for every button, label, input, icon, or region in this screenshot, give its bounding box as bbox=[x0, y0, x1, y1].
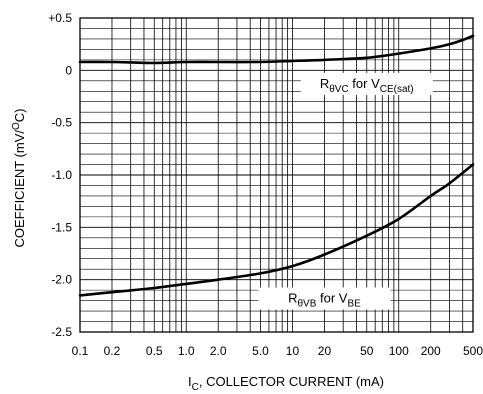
y-tick-label: -2.5 bbox=[51, 325, 72, 339]
series-label-bg bbox=[300, 72, 433, 95]
x-tick-label: 10 bbox=[286, 344, 300, 358]
y-axis-label: COEFFICIENT (mV/OC) bbox=[11, 109, 27, 248]
x-tick-labels: 0.1 0.2 0.5 1.0 2.0 5.0 10 20 50 100 200 500 bbox=[72, 344, 483, 358]
x-tick-label: 5.0 bbox=[252, 344, 269, 358]
plot-frame bbox=[79, 17, 474, 333]
series-line-1 bbox=[78, 34, 475, 65]
y-tick-label: -0.5 bbox=[51, 116, 72, 130]
series-labels: RθVC for VCE(sat) RθVB for VBE bbox=[258, 72, 433, 310]
x-tick-label: 1.0 bbox=[178, 344, 195, 358]
x-tick-label: 100 bbox=[389, 344, 409, 358]
x-tick-label: 0.5 bbox=[146, 344, 163, 358]
grid-lines bbox=[79, 17, 474, 333]
series-label-1: RθVC for VCE(sat) bbox=[320, 76, 414, 95]
y-tick-label: -1.0 bbox=[51, 168, 72, 182]
y-tick-labels: +0.5 0 -0.5 -1.0 -1.5 -2.0 -2.5 bbox=[48, 11, 72, 339]
x-axis-label: IC, COLLECTOR CURRENT (mA) bbox=[188, 374, 384, 393]
series-label-bg bbox=[258, 287, 391, 310]
x-tick-label: 50 bbox=[360, 344, 374, 358]
series-line-2 bbox=[78, 163, 475, 297]
curves bbox=[78, 34, 475, 297]
y-tick-label: +0.5 bbox=[48, 11, 72, 25]
x-tick-label: 0.1 bbox=[72, 344, 89, 358]
y-tick-label: 0 bbox=[65, 63, 72, 77]
y-tick-label: -1.5 bbox=[51, 220, 72, 234]
x-tick-label: 20 bbox=[318, 344, 332, 358]
y-tick-label: -2.0 bbox=[51, 273, 72, 287]
series-label-2: RθVB for VBE bbox=[288, 291, 361, 310]
x-tick-label: 500 bbox=[463, 344, 483, 358]
x-tick-label: 200 bbox=[421, 344, 441, 358]
x-tick-label: 0.2 bbox=[104, 344, 121, 358]
x-tick-label: 2.0 bbox=[210, 344, 227, 358]
